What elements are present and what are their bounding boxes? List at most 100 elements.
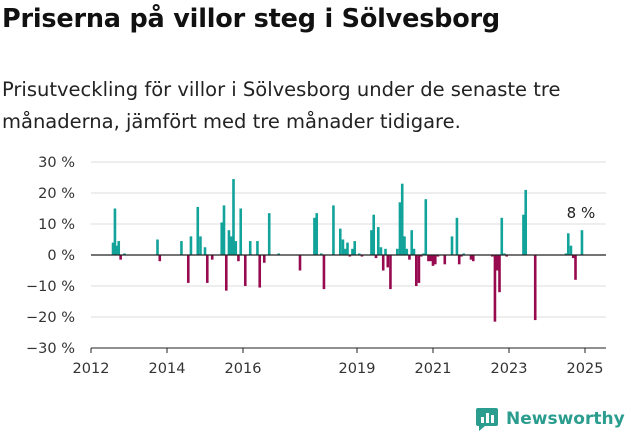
bar <box>457 255 461 265</box>
bar <box>500 217 504 255</box>
x-tick-label: 2025 <box>567 361 604 377</box>
bar <box>571 255 575 259</box>
y-tick-label: −20 % <box>26 310 75 326</box>
newsworthy-logo: Newsworthy <box>474 406 625 432</box>
bar <box>564 253 568 255</box>
bar <box>471 255 475 262</box>
bar <box>436 255 440 257</box>
latest-value-annotation: 8 % <box>567 204 596 222</box>
bar <box>386 255 390 268</box>
bar <box>258 255 262 288</box>
bar <box>395 248 399 255</box>
y-tick-label: −30 % <box>26 341 75 357</box>
bar <box>403 236 406 255</box>
bar <box>433 255 437 265</box>
chart-title: Priserna på villor steg i Sölvesborg <box>2 4 500 34</box>
bar <box>505 255 509 257</box>
bar <box>533 255 537 321</box>
bar <box>210 255 214 260</box>
bar <box>348 255 352 257</box>
bar <box>450 236 454 255</box>
bar <box>455 217 459 255</box>
bar <box>205 255 209 283</box>
bar <box>267 213 271 255</box>
bar <box>353 241 357 255</box>
bar <box>239 208 243 255</box>
x-tick-label: 2016 <box>225 361 262 377</box>
y-tick-label: 20 % <box>38 186 75 202</box>
bar <box>370 230 373 255</box>
x-tick-label: 2014 <box>149 361 186 377</box>
bar <box>384 248 387 255</box>
bar <box>123 253 126 255</box>
bar <box>419 255 423 257</box>
bar <box>405 248 409 255</box>
bar <box>196 206 200 255</box>
bar <box>298 255 302 271</box>
bar <box>351 248 354 255</box>
bar <box>580 230 584 255</box>
y-tick-label: −10 % <box>26 279 75 295</box>
bar <box>243 255 247 286</box>
bar-chart: 30 %20 %10 %0 %−10 %−20 %−30 % 2012 2014 2… <box>26 155 606 377</box>
bar <box>115 245 119 255</box>
bar <box>493 255 497 322</box>
bar <box>490 255 494 257</box>
bar <box>360 255 364 257</box>
bar <box>113 208 117 255</box>
bar <box>341 239 345 255</box>
y-tick-label: 10 % <box>38 217 75 233</box>
bar <box>322 255 326 290</box>
bar <box>408 255 411 260</box>
bar <box>256 241 259 255</box>
bar <box>389 255 392 290</box>
x-tick-label: 2021 <box>415 361 452 377</box>
bar <box>398 202 402 255</box>
bar <box>503 253 506 255</box>
bar <box>566 233 570 255</box>
bar <box>417 255 421 283</box>
bar <box>224 255 228 291</box>
bar <box>495 255 499 271</box>
bar <box>498 255 501 293</box>
bar <box>574 255 577 280</box>
bar <box>158 255 162 262</box>
bar <box>424 199 428 255</box>
bar <box>374 255 378 259</box>
x-tick-label: 2019 <box>339 361 376 377</box>
bar <box>313 217 316 255</box>
bar <box>414 255 418 286</box>
bar <box>429 255 433 262</box>
bar <box>277 253 281 255</box>
bar <box>262 255 266 263</box>
bar <box>443 255 447 265</box>
bar <box>357 253 361 255</box>
bar <box>410 230 414 255</box>
bar <box>232 179 235 255</box>
bar <box>111 242 115 255</box>
bar <box>248 241 252 255</box>
bar <box>381 255 385 271</box>
bar <box>222 205 226 255</box>
bar <box>237 255 240 262</box>
bar <box>220 222 224 255</box>
bar <box>469 255 473 260</box>
bar <box>569 245 573 255</box>
y-tick-label: 0 % <box>47 248 75 264</box>
bar <box>346 242 349 255</box>
x-axis-ticks: 2012 2014 2016 2019 2021 2023 2025 <box>73 348 604 377</box>
bar <box>427 255 430 262</box>
y-axis-ticks: 30 % 20 % 10 % 0 % −10 % −20 % −30 % <box>26 155 75 357</box>
bar <box>156 239 159 255</box>
newsworthy-logo-icon <box>476 408 498 431</box>
bar <box>379 247 383 255</box>
bar <box>431 255 435 266</box>
bar <box>522 214 525 255</box>
bar <box>422 253 425 255</box>
bar <box>315 213 319 255</box>
bar <box>343 248 347 255</box>
bar <box>524 189 528 255</box>
bar <box>227 230 231 255</box>
bar <box>372 214 376 255</box>
bar <box>376 227 380 255</box>
